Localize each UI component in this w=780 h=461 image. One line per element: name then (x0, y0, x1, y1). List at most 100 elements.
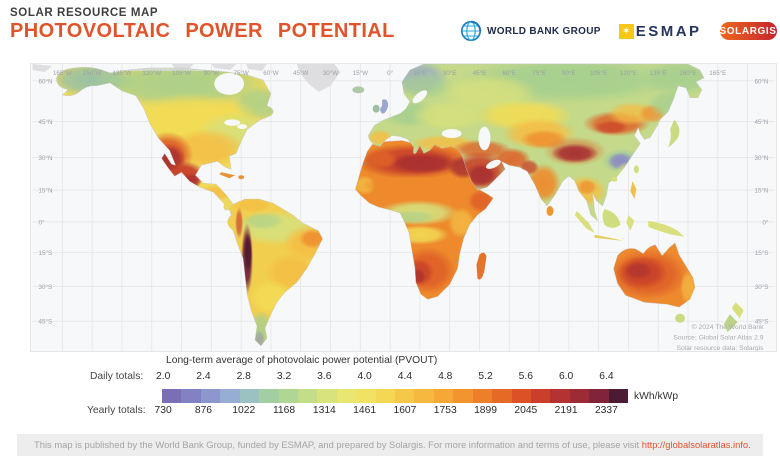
island-taiwan (633, 165, 639, 174)
island-borneo (602, 208, 621, 228)
island-hainan (611, 176, 618, 182)
map-copyright: © 2024 The World Bank Source: Global Sola… (673, 323, 764, 351)
map-tick-label: 45°N (39, 119, 53, 126)
colorbar-segment (414, 389, 434, 403)
map-tick-label: 15°S (39, 250, 53, 257)
legend-value: 5.6 (518, 371, 533, 382)
legend-value: 2045 (514, 405, 538, 416)
world-map: 165°W 150°W 135°W 120°W 105°W 90°W 75°W 60°W 45°… (30, 63, 777, 352)
worldbank-logo-text: WORLD BANK GROUP (487, 25, 601, 37)
legend-value: 1168 (272, 405, 296, 416)
legend-value: 2.8 (236, 371, 251, 382)
colorbar-segment (278, 389, 298, 403)
legend-value: 1022 (232, 405, 256, 416)
legend-value: 5.2 (478, 371, 493, 382)
map-tick-label: Source: Global Solar Atlas 2.9 (673, 335, 763, 342)
map-tick-label: 30°N (39, 155, 53, 162)
legend-value: 4.0 (357, 371, 372, 382)
map-tick-label: 150°W (83, 70, 102, 77)
map-tick-label: 45°N (754, 119, 768, 126)
map-tick-label: 135°W (113, 70, 132, 77)
legend-value: 2337 (594, 405, 618, 416)
map-tick-label: 15°N (754, 188, 768, 195)
colorbar-segment (472, 389, 493, 403)
map-tick-label: 15°S (755, 250, 769, 257)
map-tick-label: 105°E (590, 70, 607, 77)
latitude-tick-labels: 60°N 60°N 45°N 45°N 30°N 30°N 15°N 15°N 0° 0° 15°S… (39, 78, 769, 325)
colorbar-segment (181, 389, 201, 403)
esmap-star-icon: ✶ (618, 23, 634, 39)
legend-title: Long-term average of photovolaic power p… (166, 355, 438, 366)
legend-unit: kWh/kWp (634, 391, 679, 402)
colorbar-segment (589, 389, 609, 403)
legend-value: 2.0 (155, 371, 171, 382)
worldbank-globe-icon (461, 20, 482, 41)
map-tick-label: 135°E (650, 70, 667, 77)
colorbar-segment (569, 389, 590, 403)
map-tick-label: 30°S (755, 284, 769, 291)
island-philippines (630, 181, 637, 200)
colorbar-segment (433, 389, 454, 403)
map-tick-label: 0° (387, 70, 393, 77)
map-tick-label: 90°E (562, 70, 576, 77)
map-tick-label: 60°W (263, 70, 278, 77)
colorbar-segment (220, 389, 240, 403)
colorbar-segment (200, 389, 221, 403)
colorbar-segment (453, 389, 473, 403)
map-tick-label: 15°E (413, 70, 427, 77)
map-tick-label: 150°E (679, 70, 696, 77)
map-tick-label: 60°N (39, 78, 53, 85)
map-tick-label: 30°E (443, 70, 457, 77)
colorbar-segment (531, 389, 551, 403)
map-tick-label: 45°W (293, 70, 308, 77)
colorbar-segment (259, 389, 279, 403)
colorbar-segment (356, 389, 376, 403)
legend-value: 876 (194, 405, 213, 416)
colorbar-segment (511, 389, 532, 403)
colorbar-segment (375, 389, 396, 403)
island-iceland (352, 86, 365, 94)
continent-eurasia (352, 64, 705, 241)
map-tick-label: 0° (39, 219, 45, 226)
map-tick-label: 30°N (754, 155, 768, 162)
map-tick-label: 15°W (353, 70, 368, 77)
map-tick-label: 165°E (709, 70, 726, 77)
continent-australia (613, 242, 744, 333)
map-tick-label: 165°W (53, 70, 72, 77)
legend-colorbar (162, 389, 629, 403)
solargis-logo: SOLARGIS (719, 22, 777, 40)
map-tick-label: 60°E (502, 70, 516, 77)
map-tick-label: 45°E (473, 70, 487, 77)
island-great-britain (380, 99, 389, 114)
island-new-zealand-south (723, 314, 738, 333)
legend-value: 3.2 (276, 371, 292, 382)
legend-yearly-values: 730 876 1022 1168 1314 1461 1607 1753 1899 2045 21… (143, 405, 627, 416)
page-title: PHOTOVOLTAIC POWER POTENTIAL (10, 20, 395, 42)
colorbar-segment (239, 389, 260, 403)
esmap-logo-text: ESMAP (635, 22, 702, 40)
map-tick-label: © 2024 The World Bank (692, 323, 765, 331)
footer-link[interactable]: http://globalsolaratlas.info. (641, 439, 751, 450)
colorbar-segment (492, 389, 512, 403)
island-sri-lanka (546, 206, 554, 216)
island-sumatra (574, 210, 595, 233)
legend-value: 2191 (554, 405, 578, 416)
legend-value: 6.4 (599, 371, 614, 382)
colorbar-segment (550, 389, 570, 403)
map-tick-label: 120°W (142, 70, 161, 77)
island-tasmania (675, 313, 686, 323)
legend-daily-label: Daily totals: (90, 371, 144, 382)
solargis-logo-text: SOLARGIS (719, 25, 777, 37)
map-tick-label: 30°S (39, 284, 53, 291)
island-madagascar (476, 252, 487, 280)
map-tick-label: 30°W (323, 70, 338, 77)
legend-value: 1607 (393, 405, 417, 416)
footer-text: This map is published by the World Bank … (34, 439, 642, 450)
colorbar-segment (297, 389, 318, 403)
map-tick-label: 45°S (755, 319, 769, 326)
map-tick-label: Solar resource data: Solargis (676, 345, 764, 351)
legend-value: 4.4 (397, 371, 413, 382)
island-new-guinea (648, 220, 685, 237)
kicker: SOLAR RESOURCE MAP (10, 7, 159, 19)
